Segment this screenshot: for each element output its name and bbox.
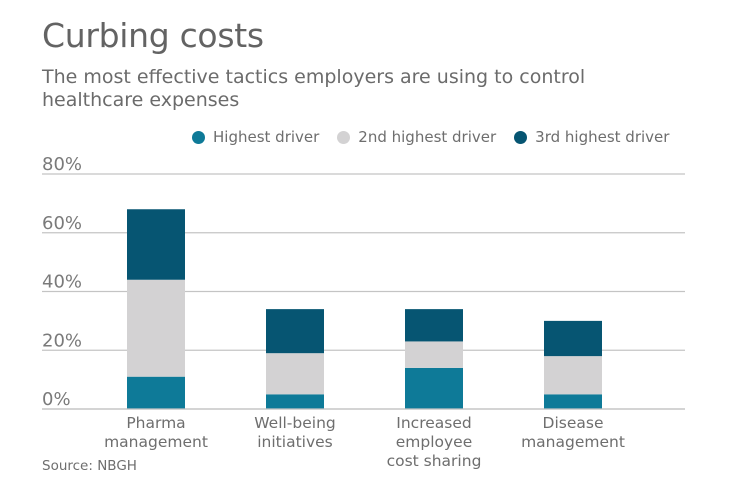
bar-segment (544, 356, 602, 395)
chart-subtitle: The most effective tactics employers are… (42, 66, 586, 111)
x-tick-label: management (104, 433, 208, 451)
legend-item-highest: Highest driver (192, 128, 319, 146)
bar-segment (127, 209, 185, 280)
legend-item-2nd: 2nd highest driver (337, 128, 496, 146)
legend: Highest driver 2nd highest driver 3rd hi… (192, 128, 669, 146)
y-tick-label: 60% (42, 213, 82, 234)
y-tick-label: 80% (42, 154, 82, 175)
legend-swatch-3rd (514, 130, 528, 144)
legend-label-3rd: 3rd highest driver (535, 128, 670, 146)
y-tick-label: 20% (42, 330, 82, 351)
bar-segment (405, 341, 463, 368)
legend-label-highest: Highest driver (213, 128, 320, 146)
legend-label-2nd: 2nd highest driver (358, 128, 497, 146)
bar-segment (405, 309, 463, 342)
chart-title: Curbing costs (42, 16, 264, 55)
bar-segment (544, 394, 602, 409)
x-tick-label: Disease (543, 414, 604, 432)
x-tick-label: initiatives (257, 433, 333, 451)
legend-swatch-highest (192, 130, 205, 144)
bar-segment (266, 353, 324, 395)
bar-segment (405, 367, 463, 409)
y-tick-label: 40% (42, 272, 82, 293)
bar-segment (127, 376, 185, 409)
bar-segment (544, 320, 602, 357)
legend-item-3rd: 3rd highest driver (514, 128, 669, 146)
x-tick-label: employee (396, 433, 473, 451)
bar-segment (266, 394, 324, 409)
x-tick-label: cost sharing (387, 452, 482, 470)
y-tick-label: 0% (42, 389, 71, 410)
legend-swatch-2nd (337, 130, 351, 144)
x-tick-label: Pharma (126, 414, 185, 432)
x-tick-label: management (521, 433, 625, 451)
bar-segment (266, 309, 324, 354)
x-tick-label: Increased (396, 414, 471, 432)
x-tick-label: Well-being (254, 414, 336, 432)
bar-segment (127, 279, 185, 377)
source-note: Source: NBGH (42, 458, 137, 474)
